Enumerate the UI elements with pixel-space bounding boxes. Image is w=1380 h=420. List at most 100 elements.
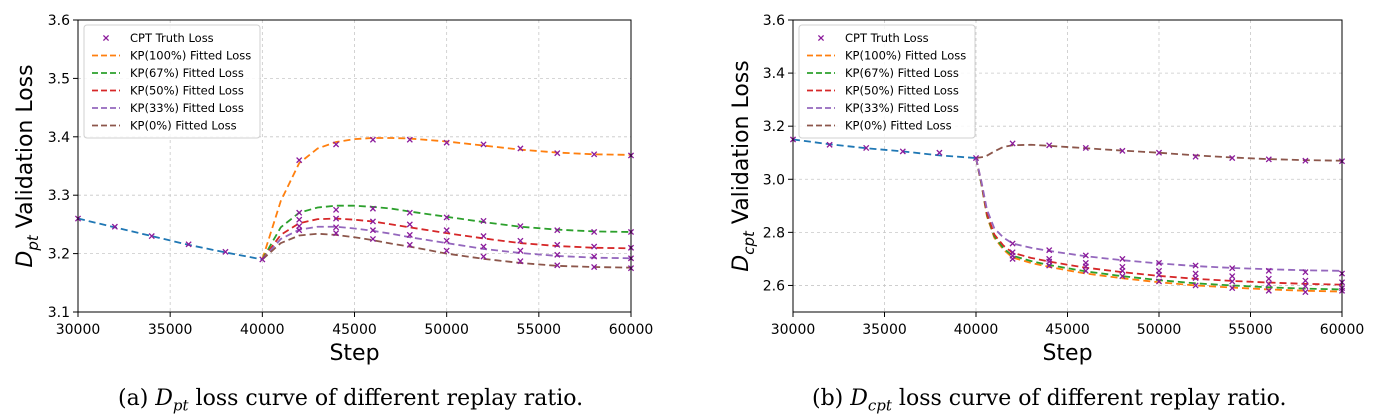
x-tick-label: 30000 <box>56 322 101 338</box>
truth-marker <box>554 262 561 269</box>
x-tick-label: 60000 <box>1320 322 1365 338</box>
legend-label: KP(0%) Fitted Loss <box>845 119 952 133</box>
truth-marker-stroke <box>1082 263 1089 270</box>
y-tick-label: 3.6 <box>763 13 785 29</box>
y-tick-label: 2.8 <box>763 225 785 241</box>
caption-b-sub: cpt <box>867 396 892 415</box>
truth-marker <box>1229 265 1236 272</box>
legend-item-1: KP(100%) Fitted Loss <box>92 49 251 63</box>
truth-marker-stroke <box>936 149 943 156</box>
truth-marker-stroke <box>554 227 561 234</box>
y-tick-label: 3.2 <box>48 247 70 263</box>
truth-marker <box>406 209 413 216</box>
truth-marker <box>1119 273 1126 280</box>
truth-marker-stroke <box>1229 278 1236 285</box>
truth-marker-stroke <box>443 247 450 254</box>
legend-box <box>83 24 261 139</box>
legend-box <box>798 24 976 139</box>
legend-label: KP(33%) Fitted Loss <box>845 101 959 115</box>
truth-marker <box>517 223 524 230</box>
legend-item-3: KP(50%) Fitted Loss <box>807 84 959 98</box>
truth-marker-stroke <box>1046 247 1053 254</box>
pretrain-line <box>792 138 977 159</box>
truth-marker <box>333 224 340 231</box>
y-axis-label-sub: pt <box>24 234 42 252</box>
truth-marker <box>1229 278 1236 285</box>
truth-marker <box>1302 283 1309 290</box>
truth-marker-stroke <box>1009 255 1016 262</box>
caption-b: (b) Dcpt loss curve of different replay … <box>812 386 1286 414</box>
legend-label: CPT Truth Loss <box>845 31 929 45</box>
truth-marker-stroke <box>1265 267 1272 274</box>
y-axis-label-text: Validation Loss <box>729 60 754 231</box>
truth-marker <box>1302 289 1309 296</box>
truth-marker-stroke <box>1046 262 1053 269</box>
truth-marker <box>591 253 598 260</box>
y-tick-label: 3.4 <box>763 66 785 82</box>
y-axis-label-text: Validation Loss <box>13 64 38 235</box>
legend-item-4: KP(33%) Fitted Loss <box>807 101 959 115</box>
x-tick-label: 40000 <box>240 322 285 338</box>
truth-marker-stroke <box>1155 259 1163 266</box>
chart-panel-0: 30000 35000 40000 45000 50000 55000 60000 3.1 3.… <box>13 13 653 366</box>
truth-marker-stroke <box>296 216 303 223</box>
truth-marker <box>1119 255 1126 262</box>
truth-marker <box>369 136 376 143</box>
truth-marker <box>1082 267 1089 274</box>
caption-b-prefix: (b) <box>812 386 851 411</box>
truth-marker-stroke <box>333 215 340 222</box>
legend: CPT Truth Loss KP(100%) Fitted Loss KP(67%… <box>798 24 976 139</box>
truth-marker <box>1082 263 1089 270</box>
truth-marker-stroke <box>1265 156 1272 163</box>
x-tick-label: 40000 <box>954 322 999 338</box>
truth-marker <box>554 241 561 248</box>
truth-marker-stroke <box>406 136 413 143</box>
legend-item-1: KP(100%) Fitted Loss <box>807 49 966 63</box>
truth-marker-stroke <box>296 157 303 164</box>
truth-marker <box>148 233 155 240</box>
truth-marker <box>1229 273 1236 280</box>
truth-marker <box>333 230 340 237</box>
truth-marker <box>406 241 413 248</box>
truth-marker-stroke <box>369 205 376 212</box>
truth-marker <box>517 247 524 254</box>
truth-marker <box>1302 277 1309 284</box>
legend-label: KP(67%) Fitted Loss <box>845 66 959 80</box>
truth-marker <box>443 139 450 146</box>
truth-marker <box>1046 142 1053 149</box>
legend-item-4: KP(33%) Fitted Loss <box>92 101 244 115</box>
truth-marker-stroke <box>480 253 487 260</box>
truth-marker <box>443 214 450 221</box>
truth-marker-stroke <box>296 227 303 234</box>
x-axis-label: Step <box>329 341 379 366</box>
truth-marker-stroke <box>591 263 598 271</box>
truth-marker <box>406 221 413 228</box>
truth-marker-stroke <box>1155 149 1163 156</box>
truth-marker-stroke <box>591 151 598 158</box>
truth-marker <box>591 228 598 236</box>
truth-marker <box>1155 149 1163 156</box>
truth-marker <box>1302 269 1309 276</box>
truth-marker-stroke <box>1302 283 1309 290</box>
truth-marker-stroke <box>863 144 870 152</box>
truth-marker-stroke <box>591 243 598 250</box>
truth-marker <box>1046 262 1053 269</box>
truth-marker-stroke <box>554 150 561 157</box>
truth-marker-stroke <box>406 241 413 248</box>
y-axis-label-var: D <box>729 255 754 272</box>
truth-marker <box>554 150 561 157</box>
x-tick-label: 45000 <box>332 322 377 338</box>
truth-marker-stroke <box>591 228 598 236</box>
truth-marker-stroke <box>185 241 192 248</box>
truth-marker-stroke <box>1155 278 1163 285</box>
series-line-0 <box>975 157 1343 293</box>
truth-marker-stroke <box>517 223 524 230</box>
truth-marker-stroke <box>826 141 833 148</box>
truth-marker-stroke <box>1155 271 1163 278</box>
truth-marker <box>480 233 487 240</box>
truth-marker-stroke <box>1119 147 1126 154</box>
truth-marker-stroke <box>148 233 155 240</box>
truth-marker <box>1192 274 1199 282</box>
truth-marker <box>369 205 376 212</box>
truth-marker-stroke <box>406 231 413 238</box>
